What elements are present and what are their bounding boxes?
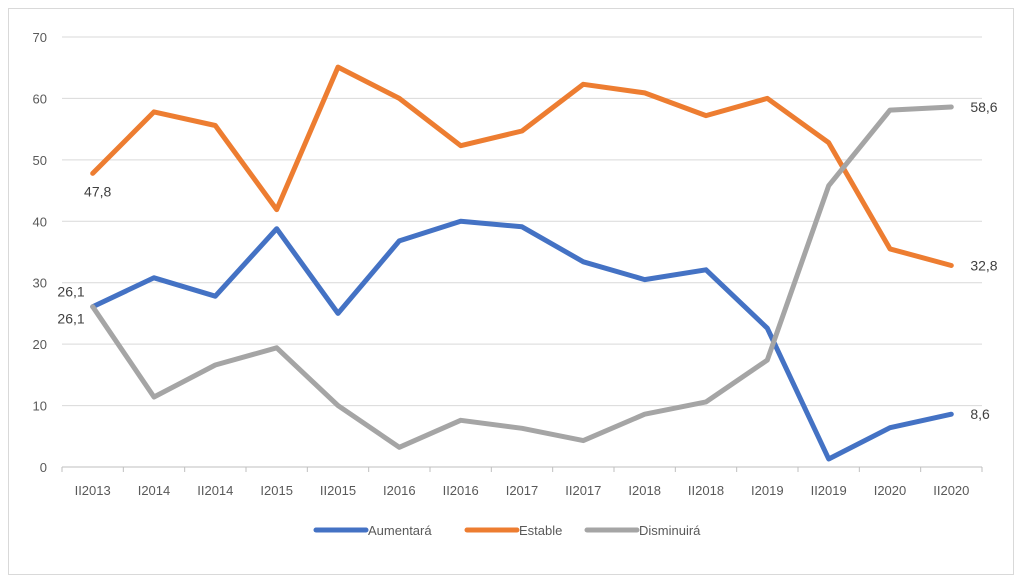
y-tick-label: 20 — [33, 337, 47, 352]
x-tick-label: II2018 — [688, 483, 724, 498]
series-line-2 — [90, 64, 954, 268]
series-line-3 — [90, 104, 954, 450]
x-tick-label: II2016 — [443, 483, 479, 498]
y-tick-label: 50 — [33, 153, 47, 168]
x-tick-label: I2017 — [506, 483, 539, 498]
chart-frame — [8, 8, 1014, 575]
data-labels: 47,8 26,1 26,1 58,6 32,8 8,6 — [57, 99, 997, 422]
legend-label: Estable — [519, 523, 562, 538]
x-tick-label: II2013 — [75, 483, 111, 498]
legend-label: Disminuirá — [639, 523, 701, 538]
y-tick-label: 60 — [33, 91, 47, 106]
x-tick-label: I2015 — [260, 483, 293, 498]
y-axis: 0 10 20 30 40 50 60 70 — [33, 30, 47, 475]
x-tick-label: I2020 — [874, 483, 907, 498]
legend: Aumentará Estable Disminuirá — [313, 523, 701, 538]
x-tick-label: II2015 — [320, 483, 356, 498]
data-label: 8,6 — [970, 406, 990, 422]
data-label: 47,8 — [84, 183, 111, 199]
x-tick-label: II2017 — [565, 483, 601, 498]
data-label: 26,1 — [57, 284, 84, 300]
y-tick-label: 40 — [33, 214, 47, 229]
x-tick-label: I2014 — [138, 483, 171, 498]
y-tick-label: 0 — [40, 460, 47, 475]
data-label: 26,1 — [57, 311, 84, 327]
y-tick-label: 10 — [33, 399, 47, 414]
series-lines — [90, 64, 954, 462]
data-label: 58,6 — [970, 99, 997, 115]
y-tick-label: 30 — [33, 276, 47, 291]
x-tick-label: I2019 — [751, 483, 784, 498]
legend-label: Aumentará — [368, 523, 432, 538]
series-line-1 — [90, 218, 954, 462]
x-tick-label: II2019 — [811, 483, 847, 498]
x-tick-label: I2018 — [628, 483, 661, 498]
x-tick-label: II2014 — [197, 483, 233, 498]
y-tick-label: 70 — [33, 30, 47, 45]
x-tick-label: I2016 — [383, 483, 416, 498]
gridlines — [62, 36, 982, 407]
data-label: 32,8 — [970, 258, 997, 274]
x-axis: II2013 I2014 II2014 I2015 II2015 I2016 II2016 I… — [61, 466, 983, 498]
x-tick-label: II2020 — [933, 483, 969, 498]
